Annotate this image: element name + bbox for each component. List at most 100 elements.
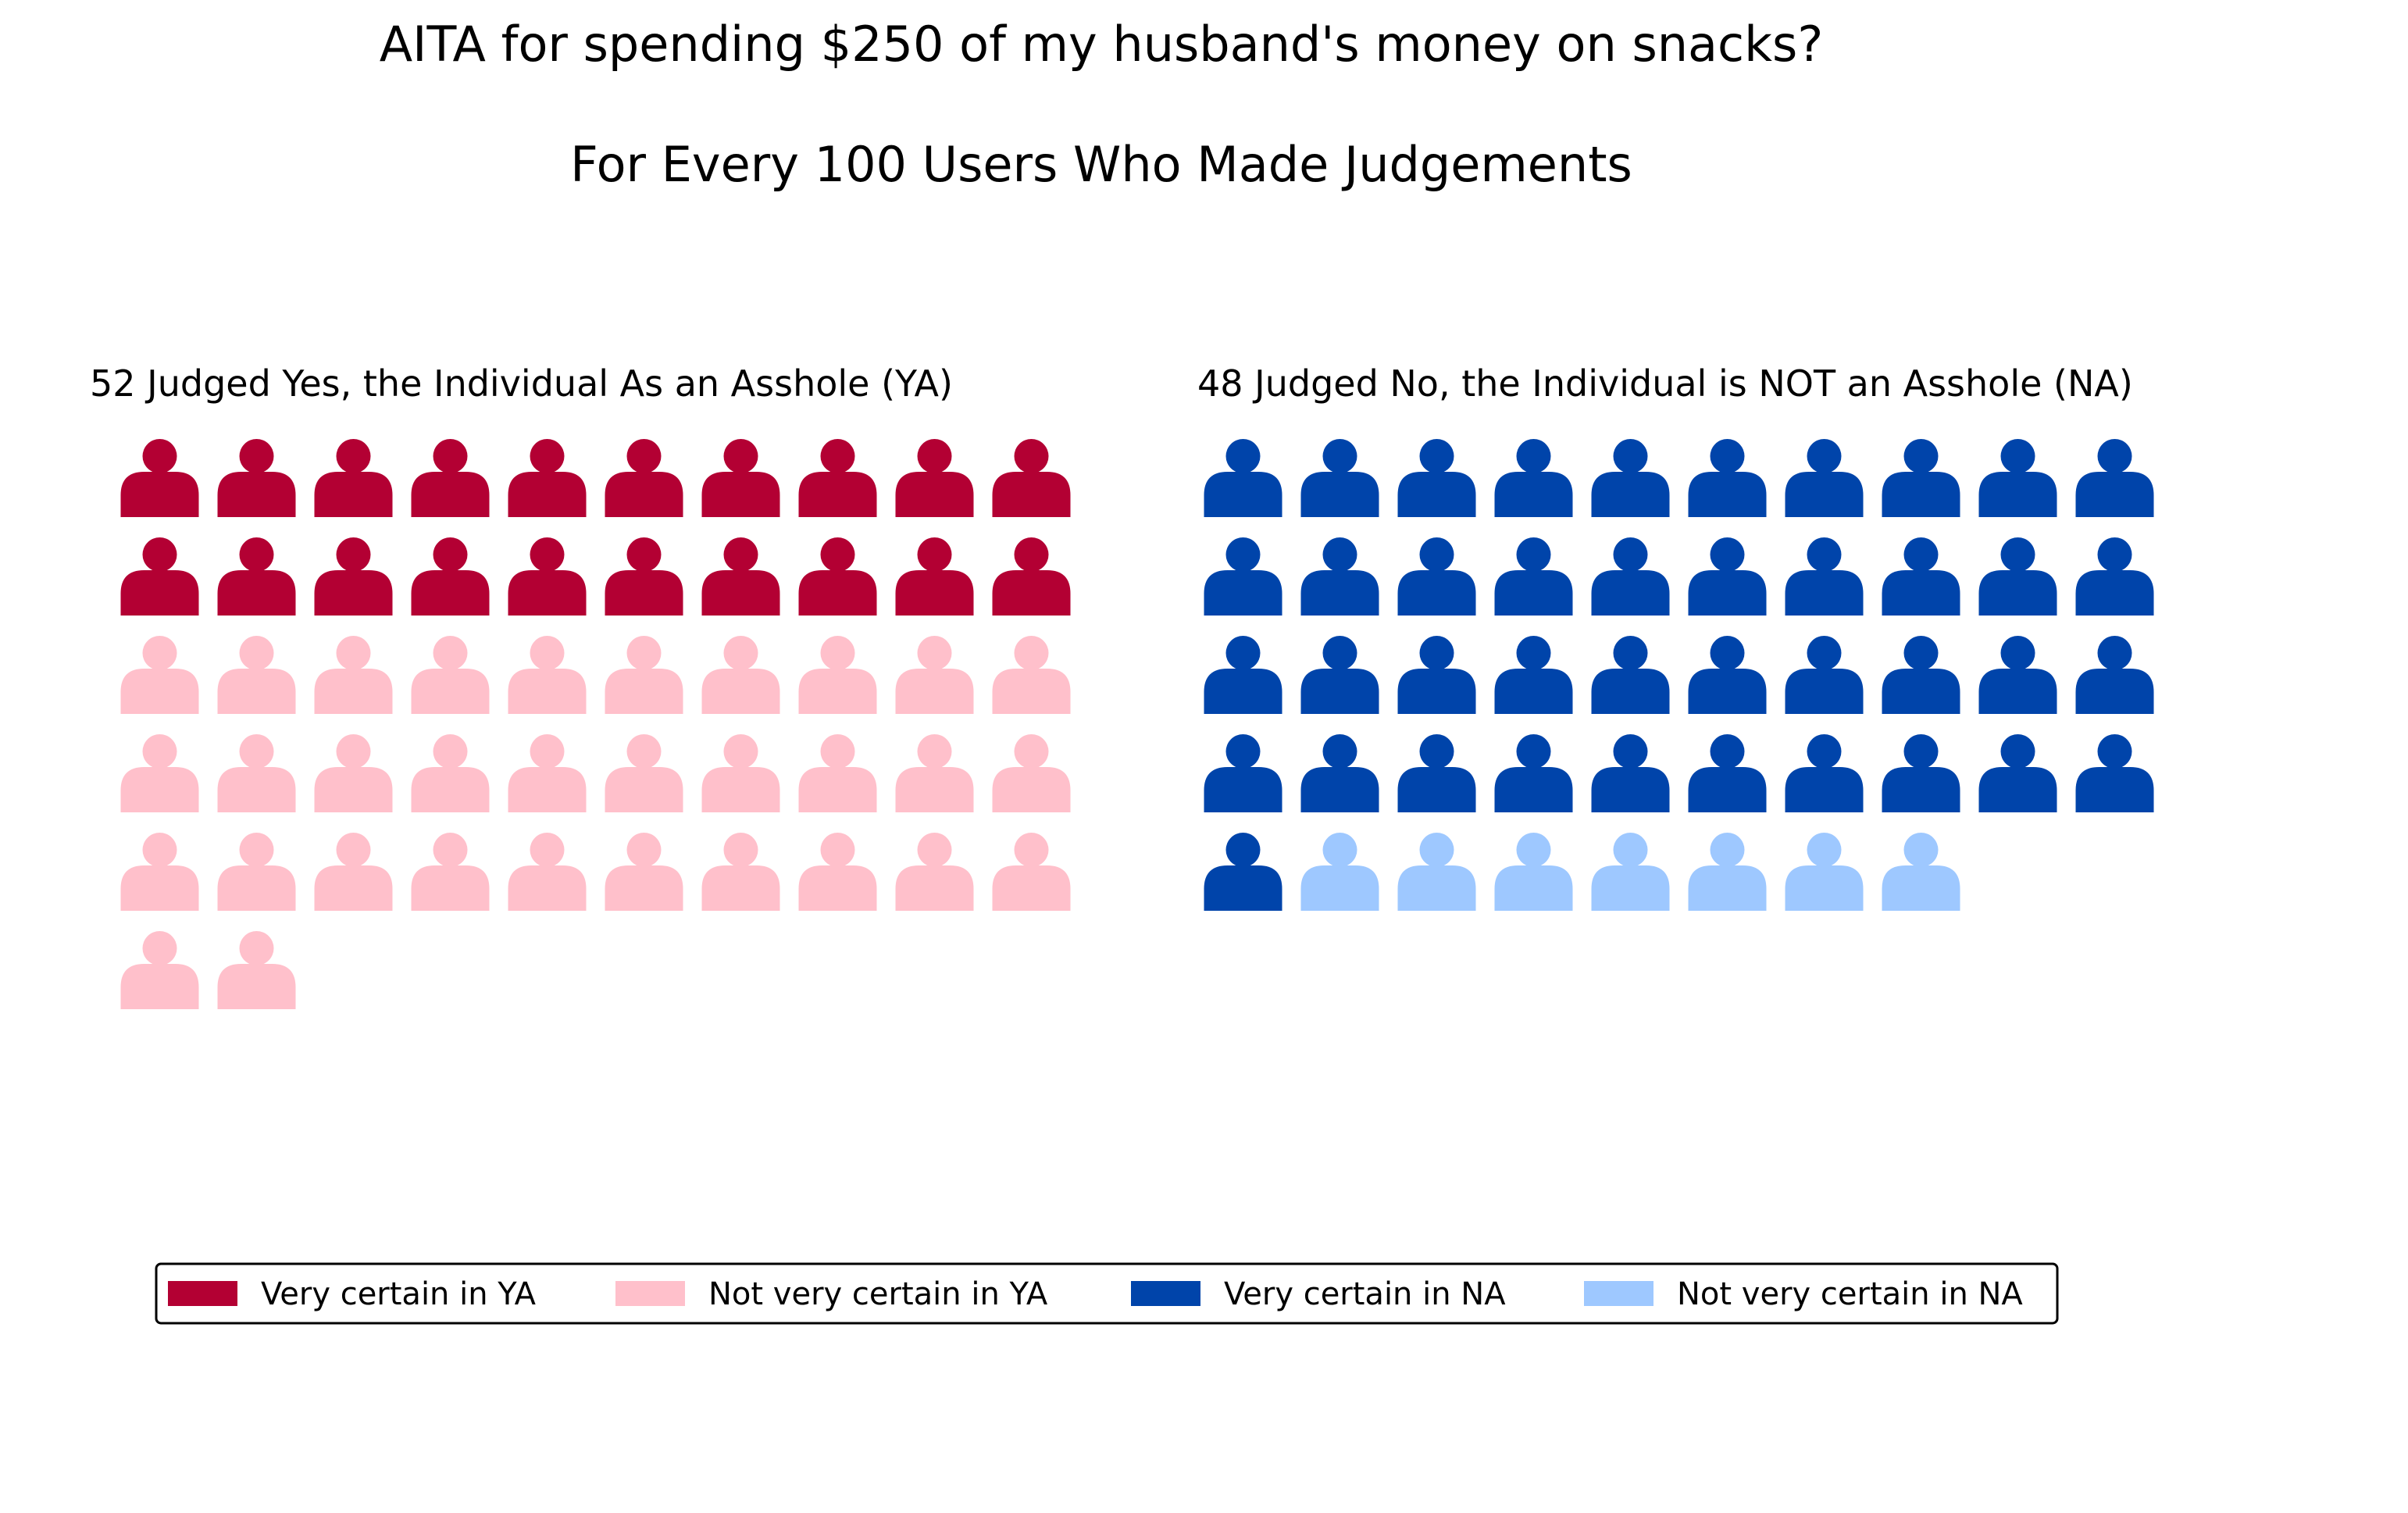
person-icon	[508, 734, 587, 812]
person-icon	[2075, 439, 2154, 517]
person-icon	[992, 833, 1071, 911]
legend-label-very-certain-na: Very certain in NA	[1224, 1276, 1506, 1312]
person-icon	[1591, 636, 1670, 714]
person-icon	[1204, 537, 1282, 616]
person-icon	[1882, 734, 1960, 812]
person-icon	[314, 833, 393, 911]
person-icon	[508, 439, 587, 517]
person-icon	[1688, 537, 1767, 616]
person-icon	[895, 439, 974, 517]
person-icon	[120, 734, 199, 812]
person-icon	[992, 537, 1071, 616]
person-icon	[1785, 833, 1864, 911]
person-icon	[1882, 636, 1960, 714]
person-icon	[411, 439, 490, 517]
person-icon	[1785, 636, 1864, 714]
person-icon	[798, 833, 877, 911]
person-icon	[314, 439, 393, 517]
person-icon	[1204, 734, 1282, 812]
person-icon	[1397, 537, 1476, 616]
person-icon	[2075, 537, 2154, 616]
person-icon	[1591, 537, 1670, 616]
person-icon	[798, 636, 877, 714]
person-icon	[1978, 439, 2057, 517]
person-icon	[217, 734, 296, 812]
person-icon	[217, 439, 296, 517]
person-icon	[508, 537, 587, 616]
legend-label-not-very-certain-na: Not very certain in NA	[1677, 1276, 2023, 1312]
person-icon	[508, 636, 587, 714]
legend: Very certain in YA Not very certain in Y…	[155, 1262, 2059, 1325]
person-icon	[992, 636, 1071, 714]
person-icon	[1300, 439, 1379, 517]
person-icon	[605, 833, 683, 911]
person-icon	[701, 439, 780, 517]
person-icon	[895, 636, 974, 714]
legend-swatch-very-certain-ya	[168, 1281, 237, 1306]
na-icon-grid	[1204, 439, 2154, 911]
person-icon	[1882, 537, 1960, 616]
person-icon	[1494, 439, 1573, 517]
person-icon	[605, 439, 683, 517]
person-icon	[1978, 537, 2057, 616]
person-icon	[605, 636, 683, 714]
person-icon	[217, 537, 296, 616]
person-icon	[798, 537, 877, 616]
person-icon	[798, 734, 877, 812]
person-icon	[2075, 636, 2154, 714]
person-icon	[992, 734, 1071, 812]
person-icon	[411, 636, 490, 714]
person-icon	[1591, 734, 1670, 812]
person-icon	[120, 537, 199, 616]
person-icon	[1300, 537, 1379, 616]
ya-icon-grid	[120, 439, 1071, 1009]
person-icon	[1494, 636, 1573, 714]
person-icon	[1397, 636, 1476, 714]
legend-swatch-not-very-certain-na	[1584, 1281, 1653, 1306]
person-icon	[701, 537, 780, 616]
person-icon	[1494, 537, 1573, 616]
person-icon	[120, 931, 199, 1009]
person-icon	[1785, 537, 1864, 616]
ya-group: 52 Judged Yes, the Individual As an Assh…	[90, 362, 1071, 1009]
person-icon	[1882, 439, 1960, 517]
person-icon	[701, 734, 780, 812]
chart-subtitle: For Every 100 Users Who Made Judgements	[570, 136, 1632, 193]
person-icon	[1591, 439, 1670, 517]
person-icon	[314, 636, 393, 714]
person-icon	[411, 734, 490, 812]
person-icon	[120, 833, 199, 911]
person-icon	[1882, 833, 1960, 911]
person-icon	[314, 537, 393, 616]
person-icon	[1204, 439, 1282, 517]
person-icon	[1300, 636, 1379, 714]
person-icon	[1978, 734, 2057, 812]
person-icon	[1204, 636, 1282, 714]
person-icon	[411, 833, 490, 911]
person-icon	[992, 439, 1071, 517]
person-icon	[1397, 833, 1476, 911]
ya-group-title: 52 Judged Yes, the Individual As an Assh…	[90, 362, 953, 405]
person-icon	[895, 734, 974, 812]
legend-frame	[155, 1262, 2059, 1325]
person-icon	[1785, 734, 1864, 812]
legend-label-not-very-certain-ya: Not very certain in YA	[708, 1276, 1048, 1312]
person-icon	[411, 537, 490, 616]
person-icon	[1300, 833, 1379, 911]
legend-swatch-not-very-certain-ya	[615, 1281, 685, 1306]
person-icon	[120, 439, 199, 517]
person-icon	[1688, 636, 1767, 714]
person-icon	[1978, 636, 2057, 714]
person-icon	[798, 439, 877, 517]
person-icon	[701, 636, 780, 714]
person-icon	[508, 833, 587, 911]
person-icon	[1688, 734, 1767, 812]
person-icon	[605, 734, 683, 812]
person-icon	[1688, 833, 1767, 911]
person-icon	[1785, 439, 1864, 517]
person-icon	[605, 537, 683, 616]
person-icon	[1204, 833, 1282, 911]
person-icon	[1397, 734, 1476, 812]
person-icon	[1494, 734, 1573, 812]
